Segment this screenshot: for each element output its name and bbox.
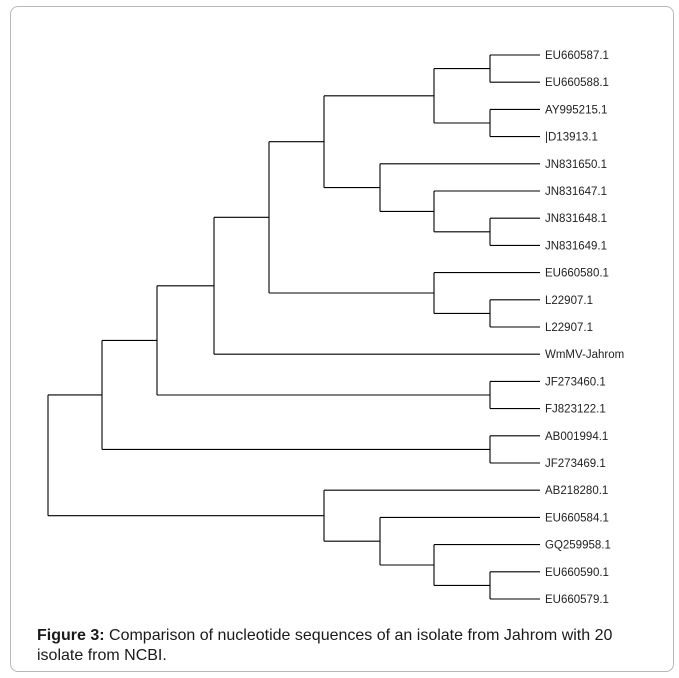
leaf-label: GQ259958.1	[545, 540, 611, 552]
leaf-label: FJ823122.1	[545, 404, 606, 416]
leaf-label: EU660584.1	[545, 512, 609, 524]
leaf-label: JF273469.1	[545, 458, 606, 470]
figure-panel	[10, 6, 674, 672]
leaf-label: L22907.1	[545, 322, 593, 334]
figure-caption: Figure 3: Comparison of nucleotide seque…	[37, 626, 657, 666]
leaf-label: WmMV-Jahrom	[545, 349, 624, 361]
leaf-label: JN831650.1	[545, 159, 607, 171]
leaf-label: L22907.1	[545, 295, 593, 307]
leaf-label: JN831649.1	[545, 240, 607, 252]
leaf-label: JF273460.1	[545, 376, 606, 388]
leaf-label: AY995215.1	[545, 104, 607, 116]
caption-text: Comparison of nucleotide sequences of an…	[37, 627, 613, 664]
leaf-label: |D13913.1	[545, 132, 598, 144]
leaf-label: EU660587.1	[545, 50, 609, 62]
leaf-label: EU660588.1	[545, 77, 609, 89]
leaf-label: JN831648.1	[545, 213, 607, 225]
leaf-label: AB001994.1	[545, 431, 608, 443]
leaf-label: AB218280.1	[545, 485, 608, 497]
caption-label: Figure 3:	[37, 627, 105, 644]
leaf-label: JN831647.1	[545, 186, 607, 198]
leaf-label: EU660579.1	[545, 594, 609, 606]
leaf-label: EU660590.1	[545, 567, 609, 579]
leaf-label: EU660580.1	[545, 268, 609, 280]
